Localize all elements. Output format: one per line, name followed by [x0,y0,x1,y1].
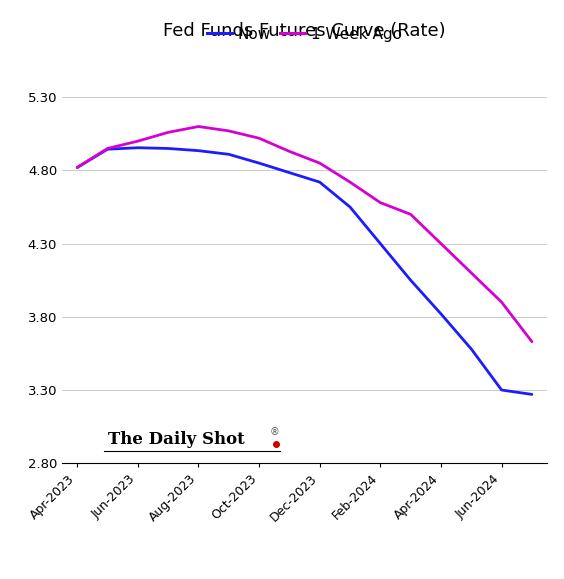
Title: Fed Funds Futures Curve (Rate): Fed Funds Futures Curve (Rate) [163,23,446,41]
Text: ®: ® [270,427,279,437]
Legend: Now, 1 Week Ago: Now, 1 Week Ago [208,27,402,42]
Text: The Daily Shot: The Daily Shot [108,431,244,448]
